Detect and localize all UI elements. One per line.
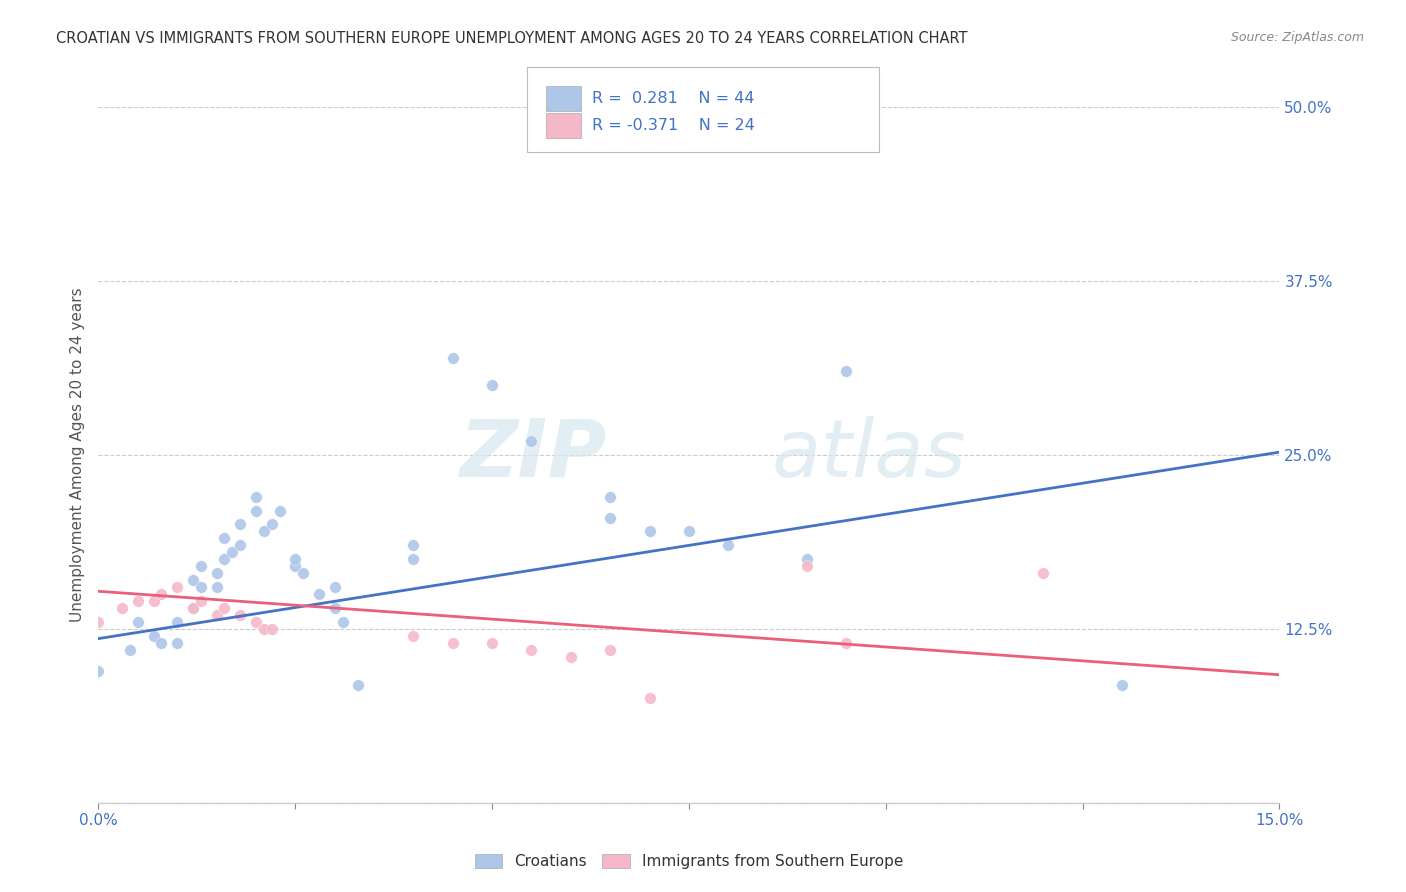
Point [292,566,315,581]
Text: Source: ZipAtlas.com: Source: ZipAtlas.com [1230,31,1364,45]
Point [229,607,252,622]
Point [796,552,818,566]
Point [127,615,149,629]
Point [190,594,212,608]
Point [205,607,228,622]
Point [245,615,267,629]
Point [835,364,858,378]
Point [678,524,700,539]
Point [323,580,346,594]
Point [481,636,503,650]
Point [205,566,228,581]
Point [260,622,283,636]
Point [253,524,276,539]
Point [111,601,134,615]
Point [323,601,346,615]
Point [221,545,243,559]
Point [284,559,307,574]
Point [181,601,204,615]
Point [599,642,621,657]
Text: CROATIAN VS IMMIGRANTS FROM SOUTHERN EUROPE UNEMPLOYMENT AMONG AGES 20 TO 24 YEA: CROATIAN VS IMMIGRANTS FROM SOUTHERN EUR… [56,31,967,46]
Point [520,434,543,448]
Point [190,559,212,574]
Point [142,594,165,608]
Point [87,664,110,678]
Point [284,552,307,566]
Point [181,573,204,587]
Point [229,538,252,552]
Point [150,587,173,601]
Point [87,615,110,629]
Point [441,636,464,650]
Point [402,552,425,566]
Point [599,510,621,524]
Point [166,636,188,650]
Point [441,351,464,365]
Point [245,503,267,517]
Point [205,580,228,594]
Point [245,490,267,504]
Point [190,580,212,594]
Point [118,642,141,657]
Point [1032,566,1054,581]
Point [520,642,543,657]
Point [214,552,236,566]
Point [717,538,740,552]
Text: ZIP: ZIP [458,416,606,494]
Point [402,629,425,643]
Point [214,532,236,546]
Text: R = -0.371    N = 24: R = -0.371 N = 24 [592,119,755,133]
Point [253,622,276,636]
Point [181,601,204,615]
Point [599,490,621,504]
Point [638,691,661,706]
Point [166,615,188,629]
Point [166,580,188,594]
Point [150,636,173,650]
Point [269,503,291,517]
Point [638,524,661,539]
Point [142,629,165,643]
Text: atlas: atlas [772,416,966,494]
Point [835,636,858,650]
Point [229,517,252,532]
Point [260,517,283,532]
Point [214,601,236,615]
Point [127,594,149,608]
Legend: Croatians, Immigrants from Southern Europe: Croatians, Immigrants from Southern Euro… [468,847,910,875]
Point [796,559,818,574]
Point [347,677,370,691]
Point [1111,677,1133,691]
Point [402,538,425,552]
Point [560,649,582,664]
Y-axis label: Unemployment Among Ages 20 to 24 years: Unemployment Among Ages 20 to 24 years [69,287,84,623]
Point [308,587,330,601]
Text: R =  0.281    N = 44: R = 0.281 N = 44 [592,91,755,105]
Point [481,378,503,392]
Point [332,615,354,629]
